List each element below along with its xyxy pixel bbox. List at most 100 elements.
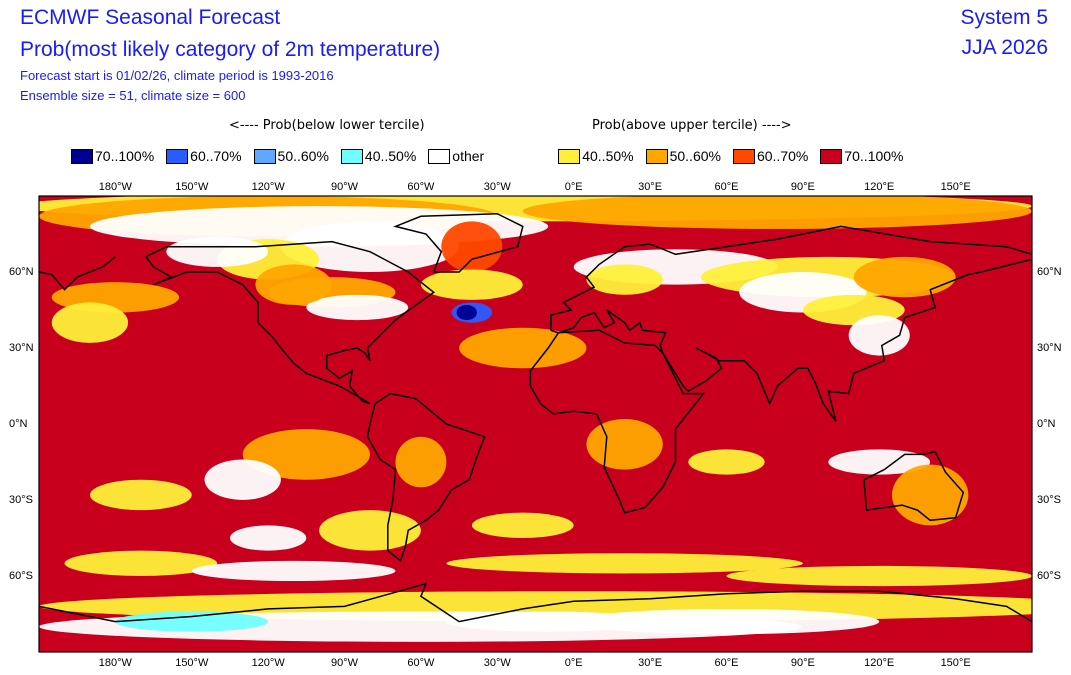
legend-swatch xyxy=(166,148,189,164)
longitude-label: 150°E xyxy=(940,181,971,193)
season-label: JJA 2026 xyxy=(961,36,1048,59)
legend-label: 70..100% xyxy=(844,148,904,164)
probability-region xyxy=(64,550,218,576)
longitude-label: 60°E xyxy=(714,657,739,669)
legend-label: 50..60% xyxy=(277,148,329,164)
latitude-label: 30°N xyxy=(1037,342,1062,354)
legend-label: 70..100% xyxy=(95,148,155,164)
latitude-label: 60°S xyxy=(9,570,33,582)
latitude-label: 30°S xyxy=(9,494,33,506)
probability-region xyxy=(446,553,803,574)
legend-label: other xyxy=(452,148,485,164)
probability-region xyxy=(319,510,421,551)
longitude-label: 60°W xyxy=(407,657,435,669)
probability-region xyxy=(573,608,880,635)
legend-label: 50..60% xyxy=(669,148,721,164)
longitude-label: 90°E xyxy=(790,657,815,669)
legend-swatch xyxy=(732,148,755,164)
latitude-label: 0°N xyxy=(1037,418,1056,430)
legend-swatch xyxy=(253,148,276,164)
legend-item: 70..100% xyxy=(820,148,904,164)
legend-swatch xyxy=(820,148,843,164)
longitude-label: 30°W xyxy=(483,657,511,669)
longitude-label: 150°W xyxy=(175,181,209,193)
legend-swatch xyxy=(645,148,668,164)
longitude-label: 150°E xyxy=(940,657,971,669)
probability-region xyxy=(191,560,396,582)
coastline-greenland xyxy=(393,212,524,273)
probability-region xyxy=(441,221,503,272)
probability-region xyxy=(166,236,269,267)
latitude-label: 60°N xyxy=(1037,266,1062,278)
probability-region xyxy=(848,315,910,356)
coastline-africa xyxy=(529,329,706,514)
probability-region xyxy=(688,449,765,475)
longitude-label: 0°E xyxy=(564,181,583,193)
probability-region xyxy=(459,327,587,369)
probability-region xyxy=(456,304,477,321)
below-tercile-heading: <---- Prob(below lower tercile) xyxy=(229,118,425,133)
legend-item: 50..60% xyxy=(253,148,329,164)
map-title: ECMWF Seasonal Forecast xyxy=(20,6,281,29)
longitude-label: 90°E xyxy=(790,181,815,193)
longitude-label: 90°W xyxy=(331,657,359,669)
probability-region xyxy=(89,479,192,511)
probability-region xyxy=(726,565,1032,587)
coastline-antarctica xyxy=(39,582,1032,623)
longitude-label: 60°W xyxy=(407,181,435,193)
probability-region xyxy=(229,525,307,551)
probability-region xyxy=(115,611,269,632)
probability-region xyxy=(204,459,281,500)
legend-item: 50..60% xyxy=(645,148,721,164)
latitude-label: 60°S xyxy=(1037,570,1061,582)
longitude-label: 120°W xyxy=(251,657,285,669)
latitude-label: 60°N xyxy=(9,266,34,278)
legend-item: 60..70% xyxy=(732,148,808,164)
longitude-label: 150°W xyxy=(175,657,209,669)
legend-swatch xyxy=(71,148,93,164)
probability-region xyxy=(891,464,969,526)
probability-region xyxy=(420,269,523,300)
legend-item: 70..100% xyxy=(71,148,154,164)
legend-item: 40..50% xyxy=(340,148,417,164)
probability-region xyxy=(51,302,129,343)
longitude-label: 180°W xyxy=(98,657,132,669)
color-legend: 70..100% 60..70% 50..60% 40..50% other 40..50… xyxy=(71,148,916,164)
probability-region xyxy=(395,436,447,488)
longitude-label: 60°E xyxy=(714,181,739,193)
longitude-label: 30°E xyxy=(638,181,663,193)
longitude-label: 0°E xyxy=(564,657,583,669)
longitude-label: 120°E xyxy=(864,657,895,669)
system-label: System 5 xyxy=(960,6,1048,29)
legend-label: 40..50% xyxy=(364,148,417,164)
legend-swatch xyxy=(558,148,581,164)
coastline-south-america xyxy=(366,392,486,563)
probability-region xyxy=(242,429,370,480)
map-field xyxy=(39,196,1032,652)
above-tercile-heading: Prob(above upper tercile) ----> xyxy=(592,118,792,133)
longitude-label: 180°W xyxy=(98,181,132,193)
probability-region xyxy=(586,264,663,295)
coastline-north-america xyxy=(145,240,435,405)
probability-region xyxy=(471,512,574,538)
coastline-australia xyxy=(863,451,965,522)
legend-label: 40..50% xyxy=(582,148,634,164)
legend-swatch xyxy=(428,148,451,164)
probability-region xyxy=(828,449,931,475)
legend-swatch xyxy=(340,148,363,164)
forecast-info: Forecast start is 01/02/26, climate peri… xyxy=(20,68,334,83)
probability-region xyxy=(853,256,956,298)
longitude-label: 90°W xyxy=(331,181,359,193)
probability-region xyxy=(255,264,332,305)
legend-item: 60..70% xyxy=(166,148,242,164)
longitude-label: 30°W xyxy=(483,181,511,193)
latitude-label: 30°N xyxy=(9,342,34,354)
longitude-label: 120°E xyxy=(864,181,895,193)
legend-item: 40..50% xyxy=(558,148,634,164)
latitude-label: 30°S xyxy=(1037,494,1061,506)
probability-region xyxy=(522,196,1032,229)
coastline-eurasia xyxy=(550,225,1032,422)
probability-region xyxy=(586,418,663,470)
coastline-kamchatka-west xyxy=(39,256,116,291)
